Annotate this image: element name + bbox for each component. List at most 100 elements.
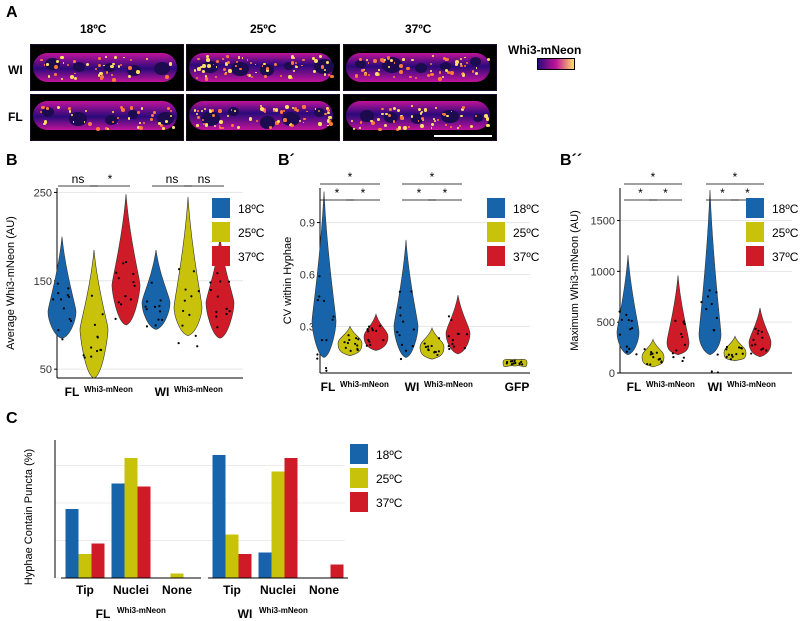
puncta-dot — [378, 69, 380, 71]
data-point — [190, 295, 193, 298]
puncta-dot — [293, 57, 296, 60]
puncta-dot — [360, 68, 364, 72]
data-point — [318, 295, 321, 298]
data-point — [132, 280, 135, 284]
puncta-dot — [104, 126, 109, 131]
puncta-dot — [172, 126, 175, 129]
puncta-dot — [433, 118, 436, 121]
nucleus-shadow — [441, 109, 459, 124]
puncta-dot — [218, 126, 222, 129]
bar-none-25c — [170, 573, 184, 578]
puncta-dot — [461, 108, 465, 112]
data-point — [630, 327, 634, 330]
puncta-dot — [437, 77, 442, 82]
data-point — [368, 340, 371, 343]
data-point — [124, 260, 128, 264]
puncta-dot — [211, 109, 214, 112]
puncta-dot — [261, 65, 264, 67]
bar-nuclei-37c — [137, 486, 151, 578]
puncta-dot — [460, 58, 463, 61]
puncta-dot — [393, 62, 396, 64]
data-point — [754, 343, 757, 346]
legend-swatch — [350, 444, 368, 464]
data-point — [398, 290, 402, 293]
puncta-dot — [66, 64, 70, 67]
legend-swatch — [746, 222, 764, 242]
bar-none-37c — [330, 564, 344, 578]
legend-swatch — [212, 198, 230, 218]
puncta-dot — [318, 109, 321, 112]
nucleus-shadow — [469, 57, 481, 67]
data-point — [216, 326, 219, 329]
puncta-dot — [265, 69, 269, 72]
puncta-dot — [461, 73, 466, 78]
data-point — [727, 353, 730, 356]
legend-label: 37ºC — [376, 496, 403, 510]
puncta-dot — [250, 75, 253, 78]
legend-swatch — [487, 246, 505, 266]
legend-label: 37ºC — [238, 250, 265, 264]
nucleus-shadow — [283, 61, 295, 71]
puncta-dot — [402, 58, 405, 61]
data-point — [658, 357, 662, 360]
nucleus-shadow — [414, 63, 427, 73]
group-label: WI — [155, 385, 170, 399]
puncta-dot — [222, 68, 226, 72]
puncta-dot — [383, 123, 387, 127]
data-point — [447, 315, 451, 318]
group-label: GFP — [505, 380, 530, 394]
data-point — [159, 299, 162, 302]
group-sublabel: Whi3-mNeon — [259, 606, 308, 615]
puncta-dot — [202, 64, 206, 68]
puncta-dot — [230, 123, 234, 127]
row-label-wi: WI — [8, 63, 23, 77]
puncta-dot — [443, 57, 447, 61]
puncta-dot — [105, 56, 108, 59]
data-point — [62, 307, 65, 310]
puncta-dot — [204, 77, 208, 81]
puncta-dot — [53, 65, 58, 70]
violin-WI-37c — [748, 307, 772, 358]
puncta-dot — [392, 76, 396, 79]
puncta-dot — [442, 113, 445, 116]
data-point — [427, 348, 430, 351]
significance-label: * — [663, 186, 668, 200]
puncta-dot — [274, 62, 278, 66]
data-point — [365, 344, 369, 347]
group-label: WI — [405, 380, 420, 394]
data-point — [730, 353, 734, 357]
violin-FL-18c — [311, 191, 337, 358]
puncta-dot — [454, 59, 459, 64]
data-point — [625, 313, 628, 316]
puncta-dot — [276, 120, 280, 124]
data-point — [426, 345, 430, 348]
data-point — [683, 343, 686, 346]
data-point — [68, 317, 71, 321]
puncta-dot — [204, 75, 208, 79]
data-point — [219, 280, 222, 283]
bar-tip-25c — [78, 554, 92, 578]
panel-letter-b: B — [6, 152, 18, 169]
puncta-dot — [225, 55, 229, 58]
violin-FL-18c — [616, 255, 640, 356]
category-label: None — [162, 583, 192, 597]
data-point — [716, 371, 720, 374]
puncta-dot — [112, 120, 115, 123]
data-point — [117, 277, 120, 280]
puncta-dot — [259, 105, 262, 108]
data-point — [157, 318, 160, 321]
puncta-dot — [60, 77, 63, 80]
data-point — [67, 287, 70, 290]
data-point — [404, 349, 408, 352]
data-point — [424, 345, 428, 349]
data-point — [209, 281, 212, 284]
data-point — [90, 346, 93, 349]
data-point — [398, 334, 401, 337]
puncta-dot — [218, 108, 222, 113]
violin-WI-37c — [445, 295, 471, 355]
puncta-dot — [224, 72, 227, 76]
data-point — [196, 345, 199, 348]
data-point — [681, 359, 684, 363]
puncta-dot — [196, 116, 200, 120]
data-point — [129, 298, 132, 301]
